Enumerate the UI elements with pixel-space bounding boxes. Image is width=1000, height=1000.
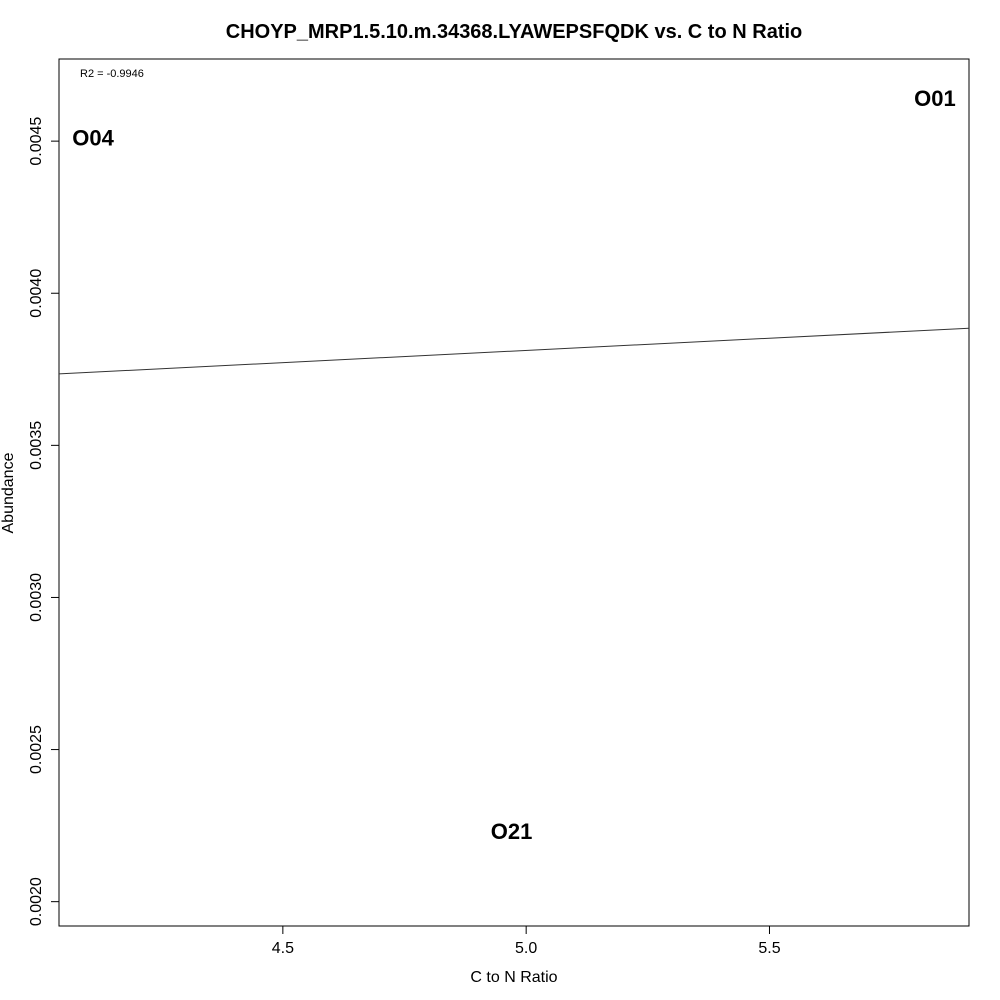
y-tick-label: 0.0020	[28, 877, 45, 926]
data-point-label: O04	[72, 126, 114, 151]
data-point-label: O01	[914, 86, 956, 111]
x-axis-title: C to N Ratio	[470, 969, 557, 986]
y-tick-label: 0.0045	[28, 117, 45, 166]
y-axis: 0.0020 0.0025 0.0030 0.0035 0.0040 0.0045	[28, 117, 59, 926]
chart-marks: O04 O01 O21	[58, 86, 970, 844]
chart-title: CHOYP_MRP1.5.10.m.34368.LYAWEPSFQDK vs. …	[226, 21, 803, 43]
data-point-label: O21	[491, 819, 533, 844]
y-tick-label: 0.0025	[28, 725, 45, 774]
x-axis: 4.5 5.0 5.5	[272, 926, 781, 957]
x-tick-label: 5.5	[758, 940, 780, 957]
x-tick-label: 4.5	[272, 940, 294, 957]
y-axis-title: Abundance	[0, 452, 17, 533]
y-tick-label: 0.0030	[28, 573, 45, 622]
x-tick-label: 5.0	[515, 940, 537, 957]
y-tick-label: 0.0040	[28, 269, 45, 318]
y-tick-label: 0.0035	[28, 421, 45, 470]
regression-line	[58, 327, 970, 375]
r2-annotation: R2 = -0.9946	[80, 68, 144, 80]
plot-frame	[58, 58, 970, 927]
